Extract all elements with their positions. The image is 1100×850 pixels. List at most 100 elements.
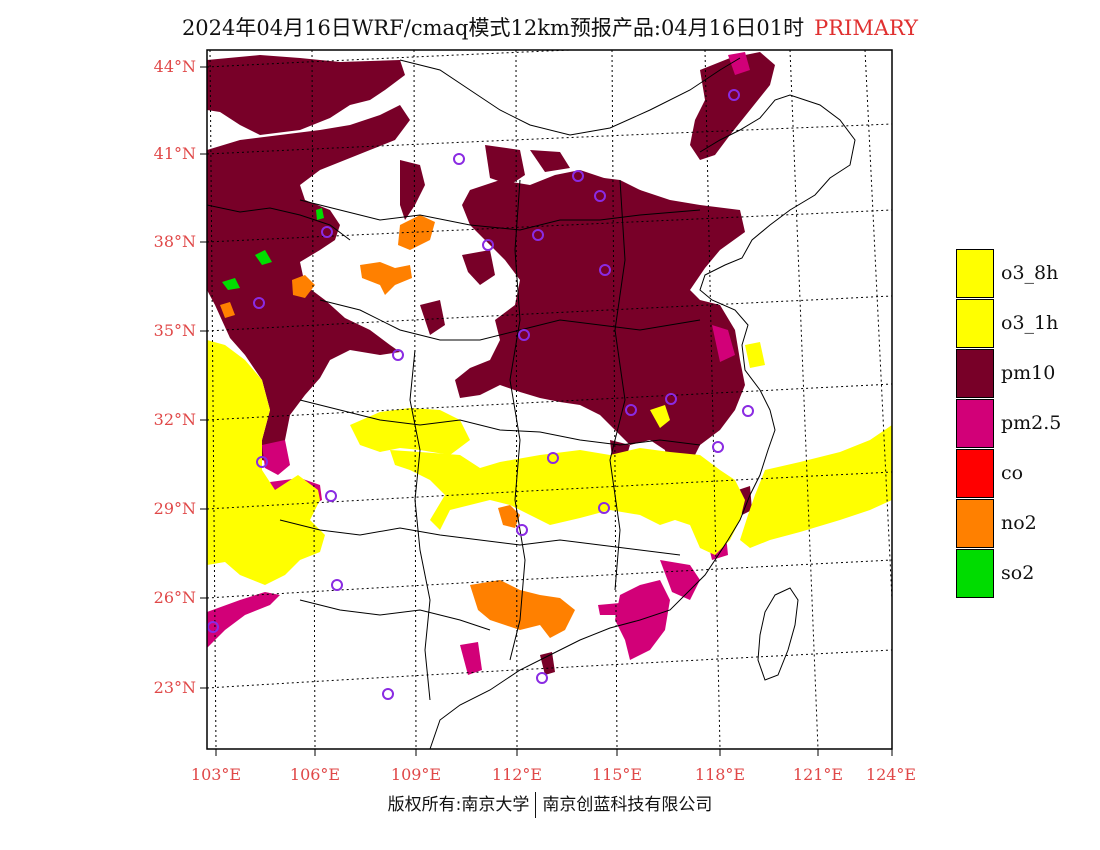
station-marker: [331, 579, 343, 591]
no2-shanxi: [360, 262, 412, 295]
lon-label: 109°E: [391, 765, 441, 784]
pm10-northeast: [690, 52, 775, 160]
lon-label: 106°E: [290, 765, 340, 784]
station-marker: [256, 456, 268, 468]
graticule: [207, 50, 892, 749]
so2-qinghai-2: [222, 278, 240, 290]
station-marker: [598, 502, 610, 514]
station-marker: [572, 170, 584, 182]
legend-item-no2: no2: [956, 499, 1096, 549]
legend-swatch: [956, 449, 994, 498]
station-marker: [321, 226, 333, 238]
station-marker: [392, 349, 404, 361]
station-marker: [599, 264, 611, 276]
no2-west: [220, 302, 235, 318]
stations: [207, 89, 754, 700]
lon-labels: 103°E 106°E 109°E 112°E 115°E 118°E 121°…: [191, 765, 916, 784]
lat-line-35: [207, 295, 892, 332]
lat-labels: 44°N 41°N 38°N 35°N 32°N 29°N 26°N 23°N: [154, 57, 196, 697]
station-marker: [453, 153, 465, 165]
lat-line-32: [207, 383, 892, 421]
province-8: [609, 179, 626, 591]
map-title: 2024年04月16日WRF/cmaq模式12km预报产品:04月16日01时 P…: [0, 12, 1100, 42]
pm10-west-plateau: [207, 105, 410, 465]
pm10-northwest: [207, 55, 405, 135]
province-1: [299, 199, 701, 231]
legend-swatch: [956, 299, 994, 348]
pm25-zhejiang: [712, 325, 735, 362]
station-marker: [536, 672, 548, 684]
legend-label: o3_1h: [1001, 312, 1059, 334]
lat-line-41: [207, 123, 892, 155]
lat-label: 41°N: [154, 144, 196, 163]
station-marker: [532, 229, 544, 241]
no2-gansu: [292, 275, 315, 298]
legend-swatch: [956, 499, 994, 548]
legend-swatch: [956, 249, 994, 298]
coastline: [429, 94, 856, 749]
lat-label: 29°N: [154, 499, 196, 518]
legend-label: pm2.5: [1001, 412, 1062, 434]
taiwan-island: [757, 587, 799, 681]
station-marker: [382, 688, 394, 700]
pm10-north-china: [455, 170, 745, 490]
no2-hunan: [498, 505, 520, 528]
map-content: [207, 50, 892, 749]
o3-middle-yangtze: [390, 448, 745, 555]
footer-separator: [535, 792, 537, 818]
legend-swatch: [956, 399, 994, 448]
o3-anhui: [650, 405, 670, 428]
station-marker: [625, 404, 637, 416]
legend-label: co: [1001, 462, 1024, 484]
station-marker: [207, 621, 219, 633]
lat-line-23: [207, 649, 892, 689]
o3-central-band: [350, 408, 470, 455]
no2-guangdong: [470, 580, 575, 638]
copyright-left: 版权所有:南京大学: [387, 795, 530, 815]
pm10-inner-5: [420, 300, 445, 335]
province-3: [299, 399, 701, 446]
pm10-inner-7: [540, 652, 555, 675]
legend-item-o3-8h: o3_8h: [956, 249, 1096, 299]
province-5: [299, 599, 491, 631]
lon-line-115: [611, 50, 618, 749]
pm10-mongolia-strip: [580, 175, 670, 215]
lat-label: 32°N: [154, 410, 196, 429]
lat-label: 26°N: [154, 588, 196, 607]
station-marker: [518, 329, 530, 341]
pm10-inner-1: [400, 160, 425, 220]
station-marker: [325, 490, 337, 502]
lon-label: 103°E: [191, 765, 241, 784]
lat-label: 23°N: [154, 678, 196, 697]
legend-label: no2: [1001, 512, 1037, 534]
pm25-guangxi: [460, 642, 482, 675]
pm25-southwest: [207, 592, 280, 648]
legend-item-pm10: pm10: [956, 349, 1096, 399]
legend-swatch: [956, 349, 994, 398]
so2-ningxia: [316, 208, 324, 220]
copyright-footer: 版权所有:南京大学 南京创蓝科技有限公司: [0, 790, 1100, 818]
station-marker: [482, 239, 494, 251]
legend-item-o3-1h: o3_1h: [956, 299, 1096, 349]
province-7: [509, 179, 526, 661]
o3-east-small: [745, 342, 765, 368]
lat-line-29: [207, 471, 892, 510]
legend-label: pm10: [1001, 362, 1056, 384]
map-frame: [206, 49, 893, 750]
copyright-right: 南京创蓝科技有限公司: [542, 795, 713, 815]
pm25-hunan: [598, 603, 620, 615]
pollutant-legend: o3_8h o3_1h pm10 pm2.5 co no2 so2: [956, 249, 1096, 599]
lon-label: 118°E: [695, 765, 745, 784]
lon-label: 124°E: [866, 765, 916, 784]
station-marker: [253, 297, 265, 309]
station-marker: [712, 441, 724, 453]
pm25-sichuan-edge: [262, 440, 290, 475]
lat-line-38: [207, 209, 892, 243]
lon-line-106: [311, 50, 316, 749]
station-marker: [665, 393, 677, 405]
lat-line-26: [207, 559, 892, 599]
pm10-inner-2: [485, 145, 525, 185]
pm25-fujian: [615, 580, 670, 660]
lon-line-109: [413, 50, 417, 749]
station-marker: [516, 524, 528, 536]
